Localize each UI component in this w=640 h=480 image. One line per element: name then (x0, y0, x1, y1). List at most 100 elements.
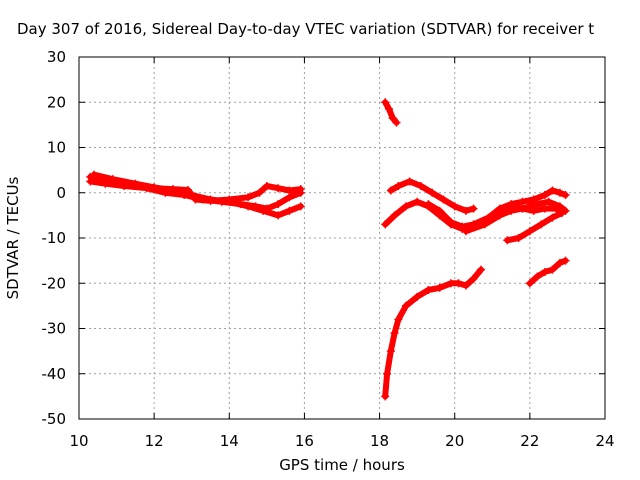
data-point (285, 206, 294, 215)
x-tick-label: 14 (220, 432, 239, 450)
data-point (477, 265, 486, 274)
data-point (446, 218, 455, 227)
data-point (469, 204, 478, 213)
x-axis-label: GPS time / hours (279, 456, 405, 474)
data-point (435, 206, 444, 215)
data-point (548, 213, 557, 222)
data-point (503, 236, 512, 245)
chart-title: Day 307 of 2016, Sidereal Day-to-day VTE… (17, 20, 594, 38)
data-point (384, 105, 393, 114)
data-point (555, 258, 564, 267)
data-point (90, 170, 99, 179)
data-point (225, 197, 234, 206)
data-point (285, 186, 294, 195)
data-point (495, 211, 504, 220)
x-tick-label: 18 (370, 432, 389, 450)
data-point (381, 392, 390, 401)
data-point (435, 283, 444, 292)
data-point (405, 177, 414, 186)
grid (79, 57, 605, 419)
data-point (108, 175, 117, 184)
data-point (507, 200, 516, 209)
data-point (495, 204, 504, 213)
data-point (446, 279, 455, 288)
y-tick-label: 0 (56, 184, 66, 202)
y-tick-label: -20 (42, 274, 67, 292)
data-point (274, 184, 283, 193)
data-point (450, 202, 459, 211)
data-point (381, 98, 390, 107)
data-point (548, 265, 557, 274)
plot-frame (78, 56, 606, 420)
data-point (555, 202, 564, 211)
y-axis-label: SDTVAR / TECUs (4, 176, 22, 299)
data-series (503, 209, 566, 245)
data-point (296, 188, 305, 197)
data-series (386, 177, 478, 215)
data-point (540, 204, 549, 213)
series-trace (382, 99, 400, 126)
data-point (518, 197, 527, 206)
data-series (461, 197, 570, 236)
data-point (381, 220, 390, 229)
data-point (392, 118, 401, 127)
data-point (401, 301, 410, 310)
data-point (439, 195, 448, 204)
data-point (557, 209, 566, 218)
data-point (424, 200, 433, 209)
x-tick-label: 16 (295, 432, 314, 450)
data-point (168, 186, 177, 195)
data-point (255, 188, 264, 197)
data-point (480, 220, 489, 229)
data-point (101, 179, 110, 188)
data-series (90, 170, 305, 220)
data-point (386, 186, 395, 195)
data-point (150, 183, 159, 192)
data-point (525, 279, 534, 288)
y-tick-label: -30 (42, 320, 67, 338)
data-series (381, 265, 486, 401)
data-point (533, 200, 542, 209)
data-series (381, 98, 401, 127)
y-tick-label: -40 (42, 365, 67, 383)
data-point (296, 202, 305, 211)
x-tick-label: 22 (520, 432, 539, 450)
data-point (259, 206, 268, 215)
axis-ticks: 10 12 14 16 18 20 22 24 30 20 10 0 -10 -20 -30 -40 -50 (42, 48, 615, 450)
data-point (540, 191, 549, 200)
data-point (401, 202, 410, 211)
data-point (424, 286, 433, 295)
data-point (561, 256, 570, 265)
data-point (555, 188, 564, 197)
data-point (561, 191, 570, 200)
data-point (533, 272, 542, 281)
data-series (525, 256, 570, 288)
data-point (388, 114, 397, 123)
data-point (413, 197, 422, 206)
data-point (514, 234, 523, 242)
data-point (469, 274, 478, 283)
data-point (461, 206, 470, 215)
data-point (428, 188, 437, 197)
data-point (386, 347, 395, 356)
data-point (274, 211, 283, 220)
data-point (540, 267, 549, 276)
series-trace (425, 187, 569, 230)
data-point (548, 186, 557, 195)
y-tick-label: 20 (47, 93, 66, 111)
x-tick-label: 12 (145, 432, 164, 450)
data-point (383, 369, 392, 378)
data-series-layer (86, 98, 570, 401)
data-point (244, 193, 253, 202)
data-point (413, 292, 422, 301)
x-tick-label: 24 (595, 432, 614, 450)
data-point (285, 193, 294, 202)
data-point (394, 315, 403, 324)
data-point (262, 181, 271, 190)
data-point (458, 222, 467, 231)
data-point (537, 220, 546, 229)
data-point (518, 204, 527, 213)
data-point (454, 279, 463, 288)
data-point (394, 181, 403, 190)
y-tick-label: -10 (42, 229, 67, 247)
